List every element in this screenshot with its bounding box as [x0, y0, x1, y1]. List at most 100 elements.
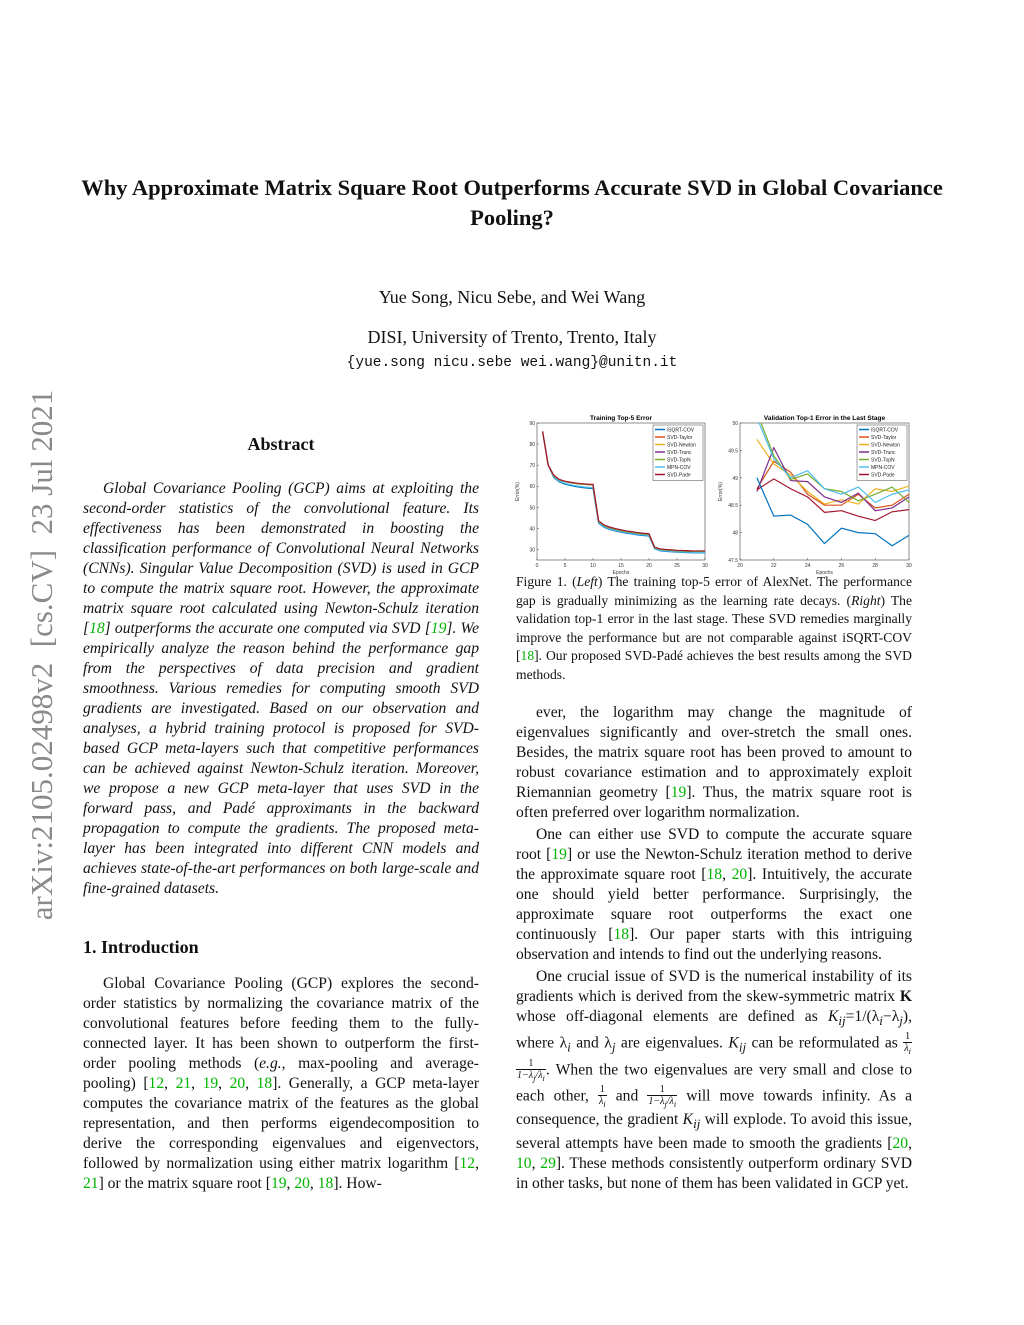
citation-link[interactable]: 19 — [202, 1075, 219, 1092]
math-subscript: ij — [693, 1115, 701, 1131]
x-tick-label: 20 — [737, 563, 743, 569]
x-tick-label: 0 — [536, 563, 539, 569]
math-subscript: i — [567, 1039, 571, 1055]
text-run: Global Covariance Pooling (GCP) aims at … — [83, 480, 479, 637]
legend-label: SVD-TopN — [871, 458, 895, 464]
series-line-mpn-cov — [758, 423, 909, 504]
legend-label: SVD-TopN — [667, 458, 691, 464]
x-tick-label: 5 — [564, 563, 567, 569]
text-run: ]. Our paper starts with this intriguing… — [516, 926, 912, 963]
math-fraction: 1 1−λj/λi — [647, 1083, 678, 1109]
citation-link[interactable]: 29 — [540, 1154, 556, 1172]
legend-label: iSQRT-COV — [667, 428, 695, 434]
citation-link[interactable]: 18 — [317, 1175, 334, 1192]
text-run: . When the two eigenvalues are very smal… — [516, 1061, 912, 1105]
y-axis-label: Error(%) — [718, 482, 724, 501]
y-tick-label: 49 — [732, 476, 738, 482]
chart-title: Training Top-5 Error — [590, 415, 652, 422]
citation-link[interactable]: 20 — [229, 1075, 246, 1092]
right-column-body: ever, the logarithm may change the magni… — [516, 703, 912, 1196]
authors: Yue Song, Nicu Sebe, and Wei Wang — [378, 287, 646, 307]
citation-link[interactable]: 12 — [148, 1075, 165, 1092]
text-run: will explode. To avoid this issue, sever… — [516, 1110, 912, 1152]
math-fraction: 1 1−λj/λi — [516, 1057, 546, 1083]
text-run: and — [606, 1087, 648, 1105]
x-tick-label: 25 — [674, 563, 680, 569]
citation-link[interactable]: 12 — [459, 1155, 476, 1172]
x-tick-label: 30 — [702, 563, 708, 569]
citation-link[interactable]: 18 — [613, 926, 630, 943]
abstract-body: Global Covariance Pooling (GCP) aims at … — [83, 479, 479, 901]
citation-link[interactable]: 10 — [516, 1154, 532, 1172]
legend-label: SVD-Trunc — [871, 450, 896, 456]
citation-link[interactable]: 19 — [270, 1175, 287, 1192]
y-tick-label: 48 — [732, 531, 738, 537]
citation-link[interactable]: 20 — [294, 1175, 310, 1192]
text-run: , — [531, 1154, 541, 1172]
y-axis-label: Error(%) — [515, 482, 521, 501]
legend-label: SVD-Newton — [871, 443, 900, 449]
citation-link[interactable]: 18 — [520, 648, 535, 663]
text-run: and λ — [570, 1034, 612, 1052]
text-run: , — [908, 1134, 912, 1152]
text-run: ]. How- — [333, 1175, 382, 1192]
text-run: , — [309, 1175, 318, 1192]
y-tick-label: 47.5 — [728, 558, 738, 564]
text-run: , — [191, 1075, 203, 1092]
text-run: Figure 1. ( — [516, 574, 577, 589]
x-tick-label: 10 — [590, 563, 596, 569]
affiliation: DISI, University of Trento, Trento, Ital… — [367, 327, 657, 347]
citation-link[interactable]: 18 — [256, 1075, 273, 1092]
text-run: K — [827, 1008, 839, 1025]
x-tick-label: 26 — [839, 563, 845, 569]
text-run: ] outperforms the accurate one computed … — [104, 620, 431, 637]
legend-label: SVD-Newton — [667, 443, 696, 449]
text-run: ]. These methods consistently outperform… — [516, 1154, 912, 1192]
legend-label: MPN-COV — [871, 465, 895, 471]
legend-label: SVD-Taylor — [871, 435, 897, 441]
paper-title: Why Approximate Matrix Square Root Outpe… — [81, 175, 943, 230]
math-fraction: 1 λi — [903, 1031, 912, 1057]
text-run: will move towards infinity. As a consequ… — [516, 1087, 912, 1128]
text-run: e.g., — [259, 1055, 286, 1072]
y-tick-label: 60 — [529, 484, 535, 490]
citation-link[interactable]: 19 — [551, 846, 567, 863]
y-tick-label: 30 — [529, 547, 535, 553]
training-error-chart: Training Top-5 Error Epochs Error(%) 0 5 10 15… — [515, 415, 708, 576]
author-emails: {yue.song nicu.sebe wei.wang}@unitn.it — [346, 355, 678, 371]
text-run: ] or the matrix square root [ — [98, 1175, 271, 1192]
text-run: are eigenvalues. — [615, 1034, 729, 1052]
y-tick-label: 50 — [529, 505, 535, 511]
citation-link[interactable]: 20 — [731, 866, 748, 883]
abstract-heading: Abstract — [247, 434, 315, 454]
citation-link[interactable]: 19 — [430, 620, 447, 637]
text-run: K — [728, 1034, 739, 1052]
citation-link[interactable]: 18 — [706, 866, 723, 883]
validation-error-chart: Validation Top-1 Error in the Last Stage… — [718, 415, 912, 576]
text-run: One can either use SVD to compute the ac… — [516, 826, 912, 863]
citation-link[interactable]: 21 — [175, 1075, 192, 1092]
text-run: can be reformulated as — [746, 1034, 904, 1052]
paragraph: One can either use SVD to compute the ac… — [516, 825, 912, 965]
x-axis-label: Epochs — [816, 570, 833, 576]
citation-link[interactable]: 18 — [89, 620, 105, 637]
y-tick-label: 80 — [529, 442, 535, 448]
text-run: ] or use the Newton-Schulz iteration met… — [516, 846, 912, 883]
citation-link[interactable]: 21 — [83, 1175, 99, 1192]
series-line-svd-pade — [542, 431, 705, 552]
y-tick-label: 70 — [529, 463, 535, 469]
legend-label: SVD-Pade — [871, 473, 895, 479]
citation-link[interactable]: 20 — [892, 1134, 909, 1152]
text-run: ]. We empirically analyze the reason beh… — [83, 620, 479, 897]
x-axis-label: Epochs — [613, 570, 630, 576]
text-run: K — [899, 988, 912, 1005]
math-subscript: j — [611, 1039, 616, 1055]
citation-link[interactable]: 19 — [670, 784, 687, 801]
x-tick-label: 30 — [906, 563, 912, 569]
y-tick-label: 49.5 — [728, 448, 738, 454]
x-tick-label: 28 — [872, 563, 878, 569]
x-tick-label: 22 — [771, 563, 777, 569]
math-subscript: ij — [838, 1013, 846, 1029]
y-tick-label: 90 — [529, 421, 535, 427]
text-run: , — [722, 866, 732, 883]
